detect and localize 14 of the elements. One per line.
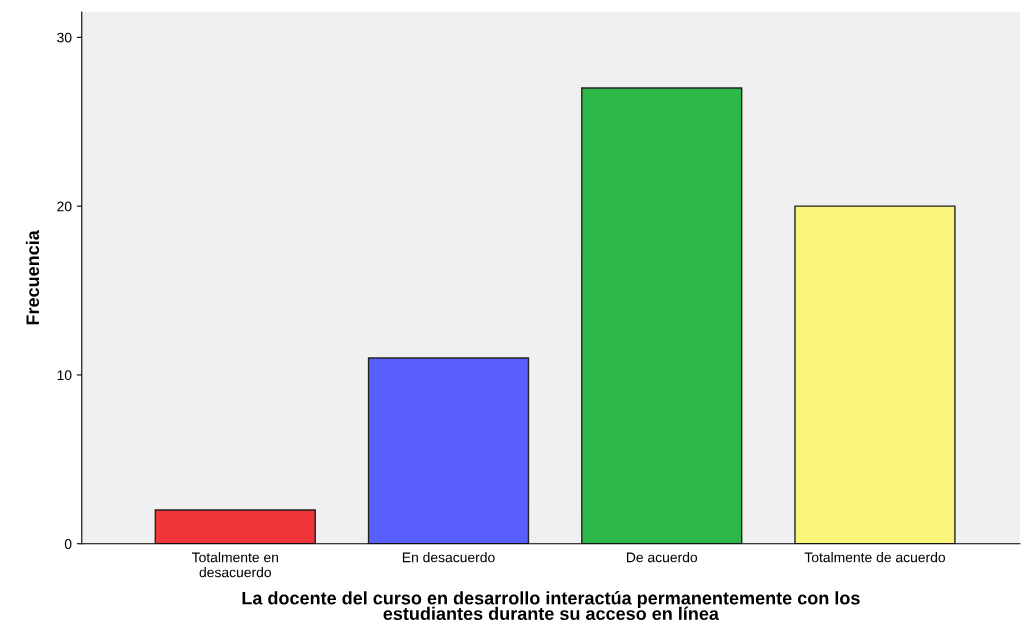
y-tick-label: 10 bbox=[57, 370, 72, 381]
y-tick-label: 20 bbox=[57, 201, 72, 212]
x-tick-label: De acuerdo bbox=[626, 552, 698, 563]
bar bbox=[581, 87, 743, 544]
bar bbox=[154, 509, 316, 544]
x-tick-label: Totalmente de acuerdo bbox=[804, 552, 946, 563]
y-tick-label: 0 bbox=[64, 539, 72, 549]
y-axis-title: Frecuencia bbox=[25, 230, 40, 325]
x-axis-title: La docente del curso en desarrollo interactúa permanentemente con los estudiantes durante su acceso en línea bbox=[242, 591, 860, 621]
bar bbox=[367, 357, 530, 544]
x-tick-label: En desacuerdo bbox=[402, 552, 495, 563]
x-tick-label: Totalmente en desacuerdo bbox=[191, 552, 279, 578]
bar bbox=[794, 205, 956, 544]
y-tick-label: 30 bbox=[57, 32, 72, 43]
